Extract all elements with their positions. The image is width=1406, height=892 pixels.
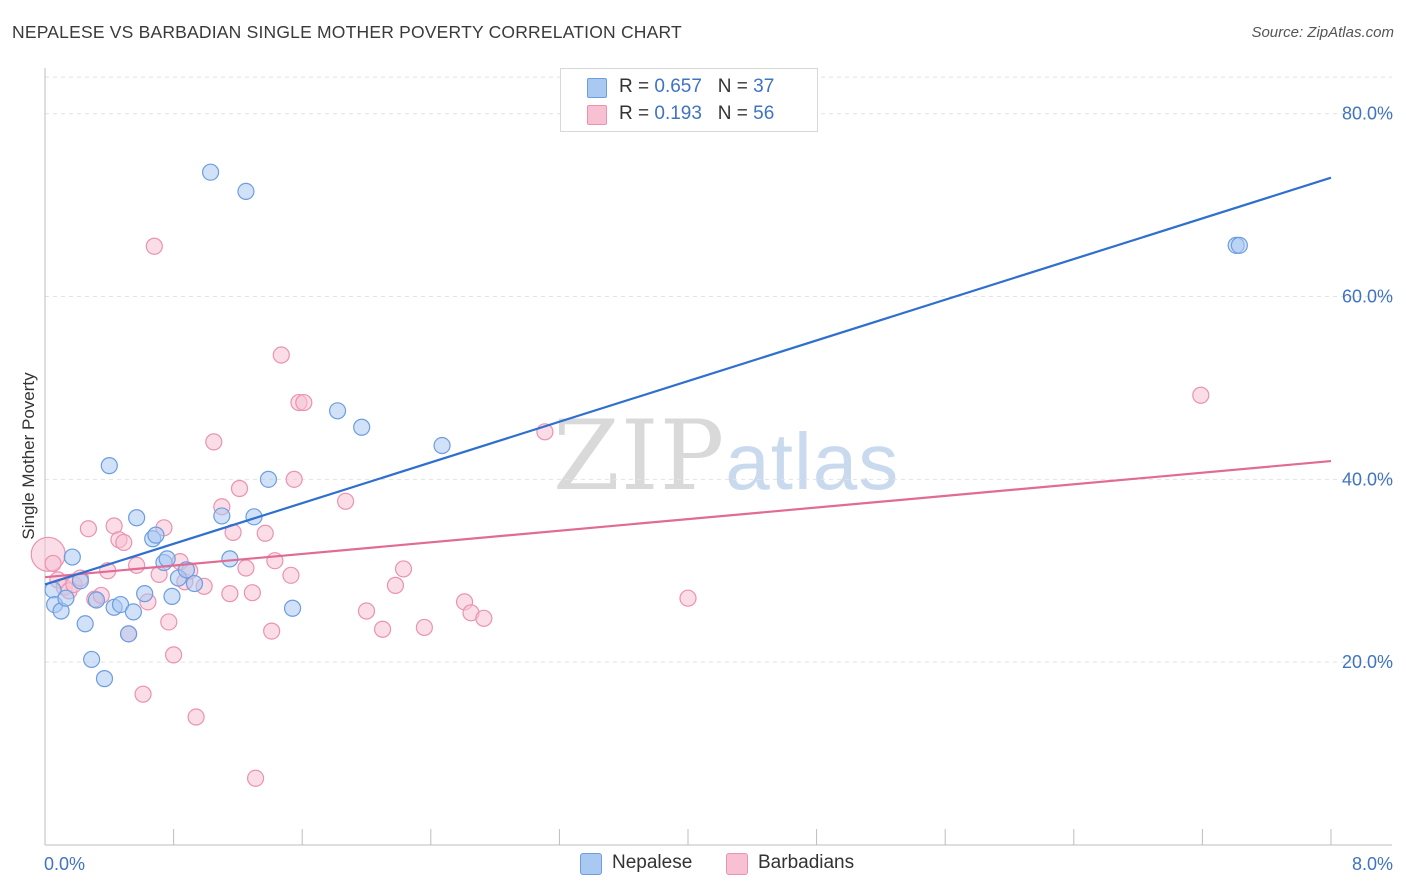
barbadian-trend-line — [44, 459, 1332, 579]
barbadian-point — [263, 622, 281, 640]
nepalese-point — [111, 595, 130, 614]
axes — [44, 68, 1392, 846]
y-tick-label: 20.0% — [1342, 652, 1393, 672]
barbadian-point — [337, 492, 355, 510]
barbadian-point — [272, 346, 290, 364]
legend-n-label: N = — [717, 103, 754, 124]
legend-r-value: 0.193 — [654, 103, 702, 124]
barbadian-point — [160, 613, 178, 631]
tick-labels: 20.0% 40.0% 60.0% 80.0% 0.0% 8.0% — [44, 104, 1393, 874]
barbadian-point — [282, 566, 300, 584]
nepalese-point — [76, 615, 94, 633]
nepalese-point — [87, 591, 106, 609]
y-tick-label: 40.0% — [1342, 469, 1393, 489]
nepalese-points — [44, 163, 1248, 688]
nepalese-point — [158, 550, 176, 568]
chart-title: NEPALESE VS BARBADIAN SINGLE MOTHER POVE… — [12, 22, 682, 42]
nepalese-point — [136, 585, 154, 603]
legend-n-value: 37 — [753, 76, 775, 97]
bottom-legend-label-barbadians: Barbadians — [758, 852, 855, 873]
nepalese-point — [237, 182, 255, 201]
barbadian-point — [237, 559, 255, 577]
nepalese-point — [259, 470, 278, 488]
barbadian-point — [285, 470, 303, 488]
nepalese-point — [128, 509, 146, 527]
barbadian-point — [256, 524, 274, 542]
barbadian-point — [415, 618, 433, 637]
nepalese-point — [147, 526, 165, 544]
legend-r-label: R = — [619, 76, 655, 97]
barbadian-point — [115, 533, 133, 552]
nepalese-point — [83, 650, 101, 669]
nepalese-point — [353, 418, 371, 436]
watermark-zip: ZIP — [553, 400, 726, 512]
nepalese-trend-line — [44, 176, 1332, 586]
nepalese-point — [213, 507, 231, 525]
nepalese-point — [63, 548, 81, 566]
barbadian-point — [246, 769, 265, 787]
nepalese-point — [95, 670, 114, 688]
nepalese-point — [1230, 236, 1248, 254]
legend-r-label: R = — [619, 103, 655, 124]
legend-n-value: 56 — [753, 103, 775, 124]
nepalese-point — [119, 625, 138, 643]
source-label: Source: ZipAtlas.com — [1251, 24, 1394, 41]
nepalese-point — [328, 402, 347, 420]
barbadian-point — [187, 708, 205, 726]
barbadian-point — [357, 602, 376, 620]
nepalese-point — [57, 589, 75, 607]
watermark: ZIPatlas — [553, 400, 899, 512]
nepalese-point — [124, 603, 143, 621]
barbadian-points — [30, 237, 1210, 787]
barbadian-point — [243, 584, 261, 602]
barbadian-point — [128, 556, 146, 574]
bottom-legend-swatch-barbadians — [726, 853, 748, 875]
trend-lines — [44, 176, 1332, 586]
nepalese-point — [201, 163, 220, 181]
y-axis-label: Single Mother Poverty — [19, 372, 38, 540]
legend-swatch-barbadians — [587, 105, 607, 125]
bottom-legend-swatch-nepalese — [580, 853, 602, 875]
barbadian-point — [134, 685, 152, 703]
barbadian-point — [205, 433, 223, 451]
nepalese-point — [100, 457, 118, 475]
legend-swatch-nepalese — [587, 78, 607, 98]
legend-r-value: 0.657 — [654, 76, 702, 97]
legend: R = 0.657 N = 37 R = 0.193 N = 56 — [560, 68, 818, 132]
barbadian-point — [1192, 386, 1210, 404]
barbadian-point — [79, 520, 98, 538]
nepalese-point — [283, 599, 302, 617]
barbadian-point — [386, 576, 405, 594]
y-tick-label: 60.0% — [1342, 287, 1393, 307]
nepalese-point — [163, 587, 181, 605]
barbadian-point — [394, 560, 413, 578]
barbadian-point — [44, 554, 62, 573]
legend-text-barbadians: R = 0.193 N = 56 — [619, 103, 774, 125]
barbadian-point — [145, 237, 163, 255]
legend-n-label: N = — [717, 76, 754, 97]
nepalese-point — [433, 436, 451, 455]
barbadian-point — [165, 646, 183, 664]
x-tick-label: 0.0% — [44, 854, 85, 874]
bottom-legend: Nepalese Barbadians — [0, 852, 1406, 878]
barbadian-point — [475, 609, 493, 627]
watermark-atlas: atlas — [725, 417, 900, 506]
bottom-legend-label-nepalese: Nepalese — [612, 852, 693, 873]
barbadian-point — [221, 585, 239, 603]
barbadian-point — [295, 393, 313, 412]
barbadian-point — [679, 589, 697, 607]
barbadian-point — [373, 620, 392, 638]
y-tick-label: 80.0% — [1342, 104, 1393, 124]
nepalese-point — [185, 574, 204, 593]
legend-text-nepalese: R = 0.657 N = 37 — [619, 76, 774, 98]
barbadian-point — [230, 479, 249, 498]
x-tick-label: 8.0% — [1352, 854, 1393, 874]
